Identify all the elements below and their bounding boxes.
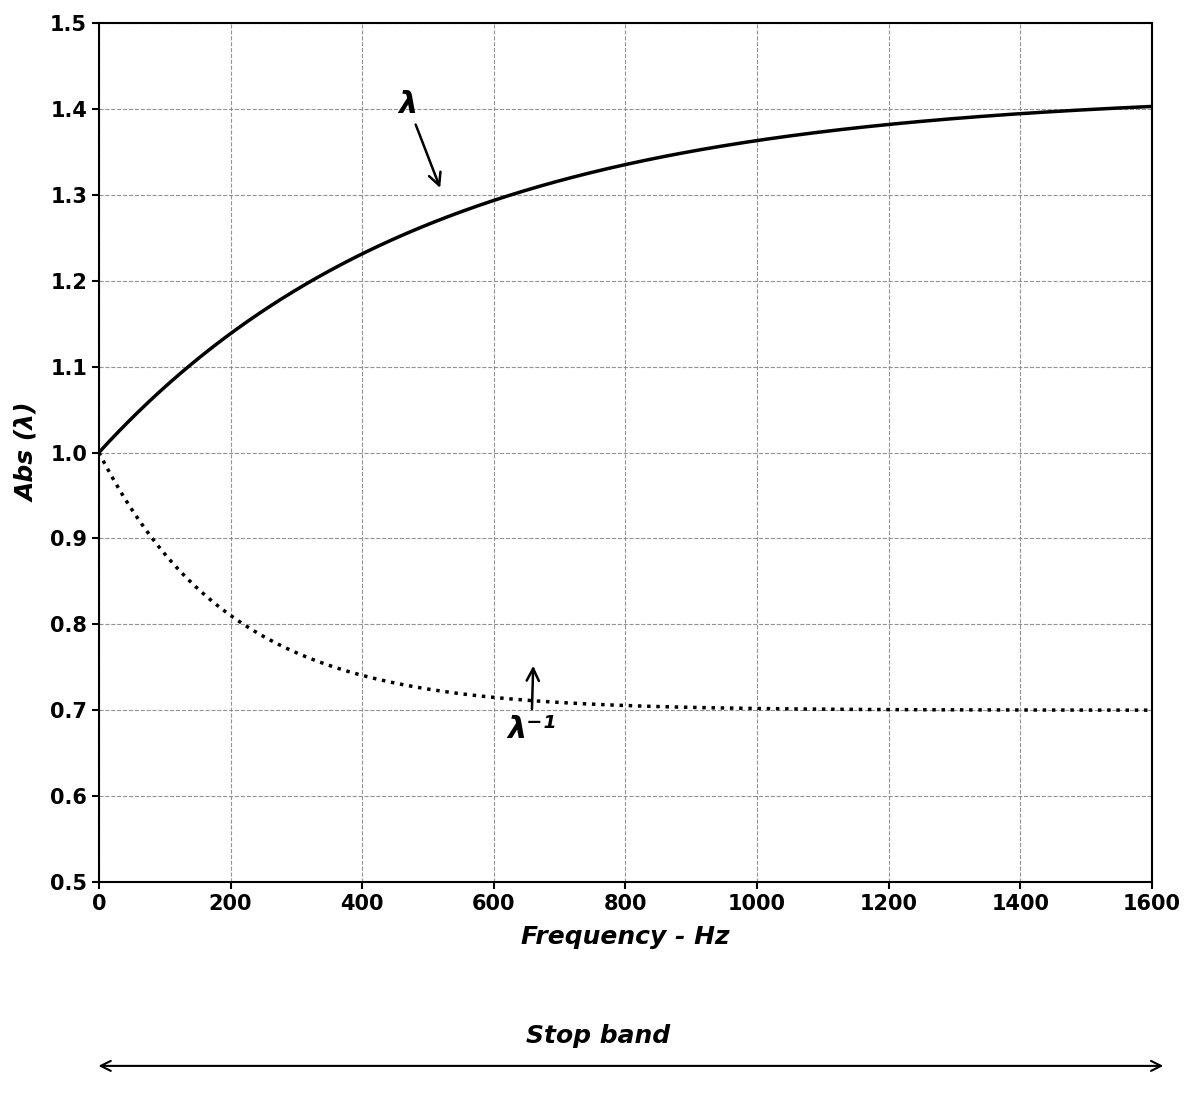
Y-axis label: Abs (λ): Abs (λ) — [16, 403, 39, 502]
Text: Stop band: Stop band — [526, 1024, 670, 1048]
X-axis label: Frequency - Hz: Frequency - Hz — [521, 925, 730, 948]
Text: λ: λ — [398, 90, 440, 185]
Text: λ⁻¹: λ⁻¹ — [507, 668, 556, 743]
